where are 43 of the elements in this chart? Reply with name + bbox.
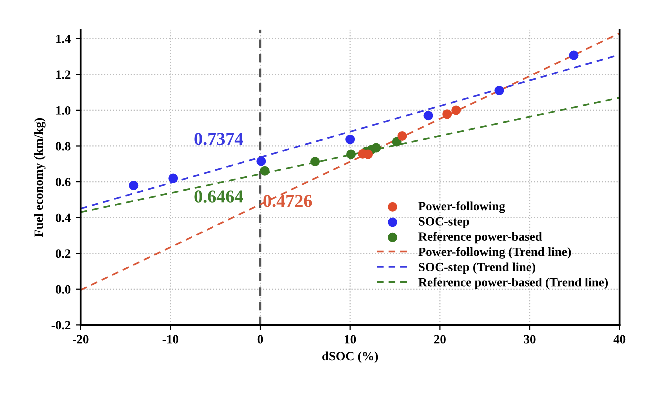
y-axis-title: Fuel economy (km/kg) [34, 118, 46, 238]
legend-label: Power-following [418, 202, 506, 214]
point [569, 50, 579, 60]
point [346, 150, 356, 160]
point [452, 106, 462, 116]
y-tick-label: 0.2 [56, 250, 71, 258]
point [442, 110, 452, 120]
point [310, 157, 320, 167]
point [494, 86, 504, 96]
legend-label: Reference power-based (Trend line) [418, 278, 608, 290]
y-tick-label: 0.6 [56, 178, 71, 187]
legend-label: SOC-step [419, 217, 470, 228]
point [129, 181, 139, 191]
x-tick-label: -10 [162, 335, 179, 344]
x-tick-label: 20 [434, 335, 446, 344]
x-tick-label: 40 [614, 335, 626, 344]
y-tick-label: -0.2 [52, 321, 71, 330]
point [392, 137, 402, 147]
y-tick-label: 0.8 [56, 142, 71, 151]
x-tick-label: 10 [345, 335, 356, 344]
point [256, 156, 266, 166]
point [260, 166, 270, 176]
annotation: 0.4726 [264, 195, 312, 208]
x-tick-label: 30 [524, 335, 536, 344]
point [364, 150, 374, 160]
point [398, 131, 408, 141]
y-tick-label: 1.2 [56, 70, 71, 80]
y-tick-label: 0.0 [56, 285, 71, 294]
y-tick-label: 1.0 [56, 106, 71, 115]
legend-label: Power-following (Trend line) [418, 247, 572, 259]
x-tick-label: 0 [258, 335, 264, 344]
x-tick-label: -20 [73, 335, 89, 344]
point [424, 111, 434, 121]
point [168, 174, 178, 184]
annotation: 0.6464 [194, 190, 244, 203]
y-tick-label: 0.4 [56, 214, 71, 222]
legend-label: SOC-step (Trend line) [419, 262, 536, 274]
annotation: 0.7374 [194, 133, 244, 146]
y-tick-label: 1.4 [56, 34, 71, 44]
legend-label: Reference power-based [418, 232, 542, 244]
point [372, 143, 382, 153]
point [346, 134, 356, 144]
x-axis-title: dSOC (%) [322, 352, 378, 364]
